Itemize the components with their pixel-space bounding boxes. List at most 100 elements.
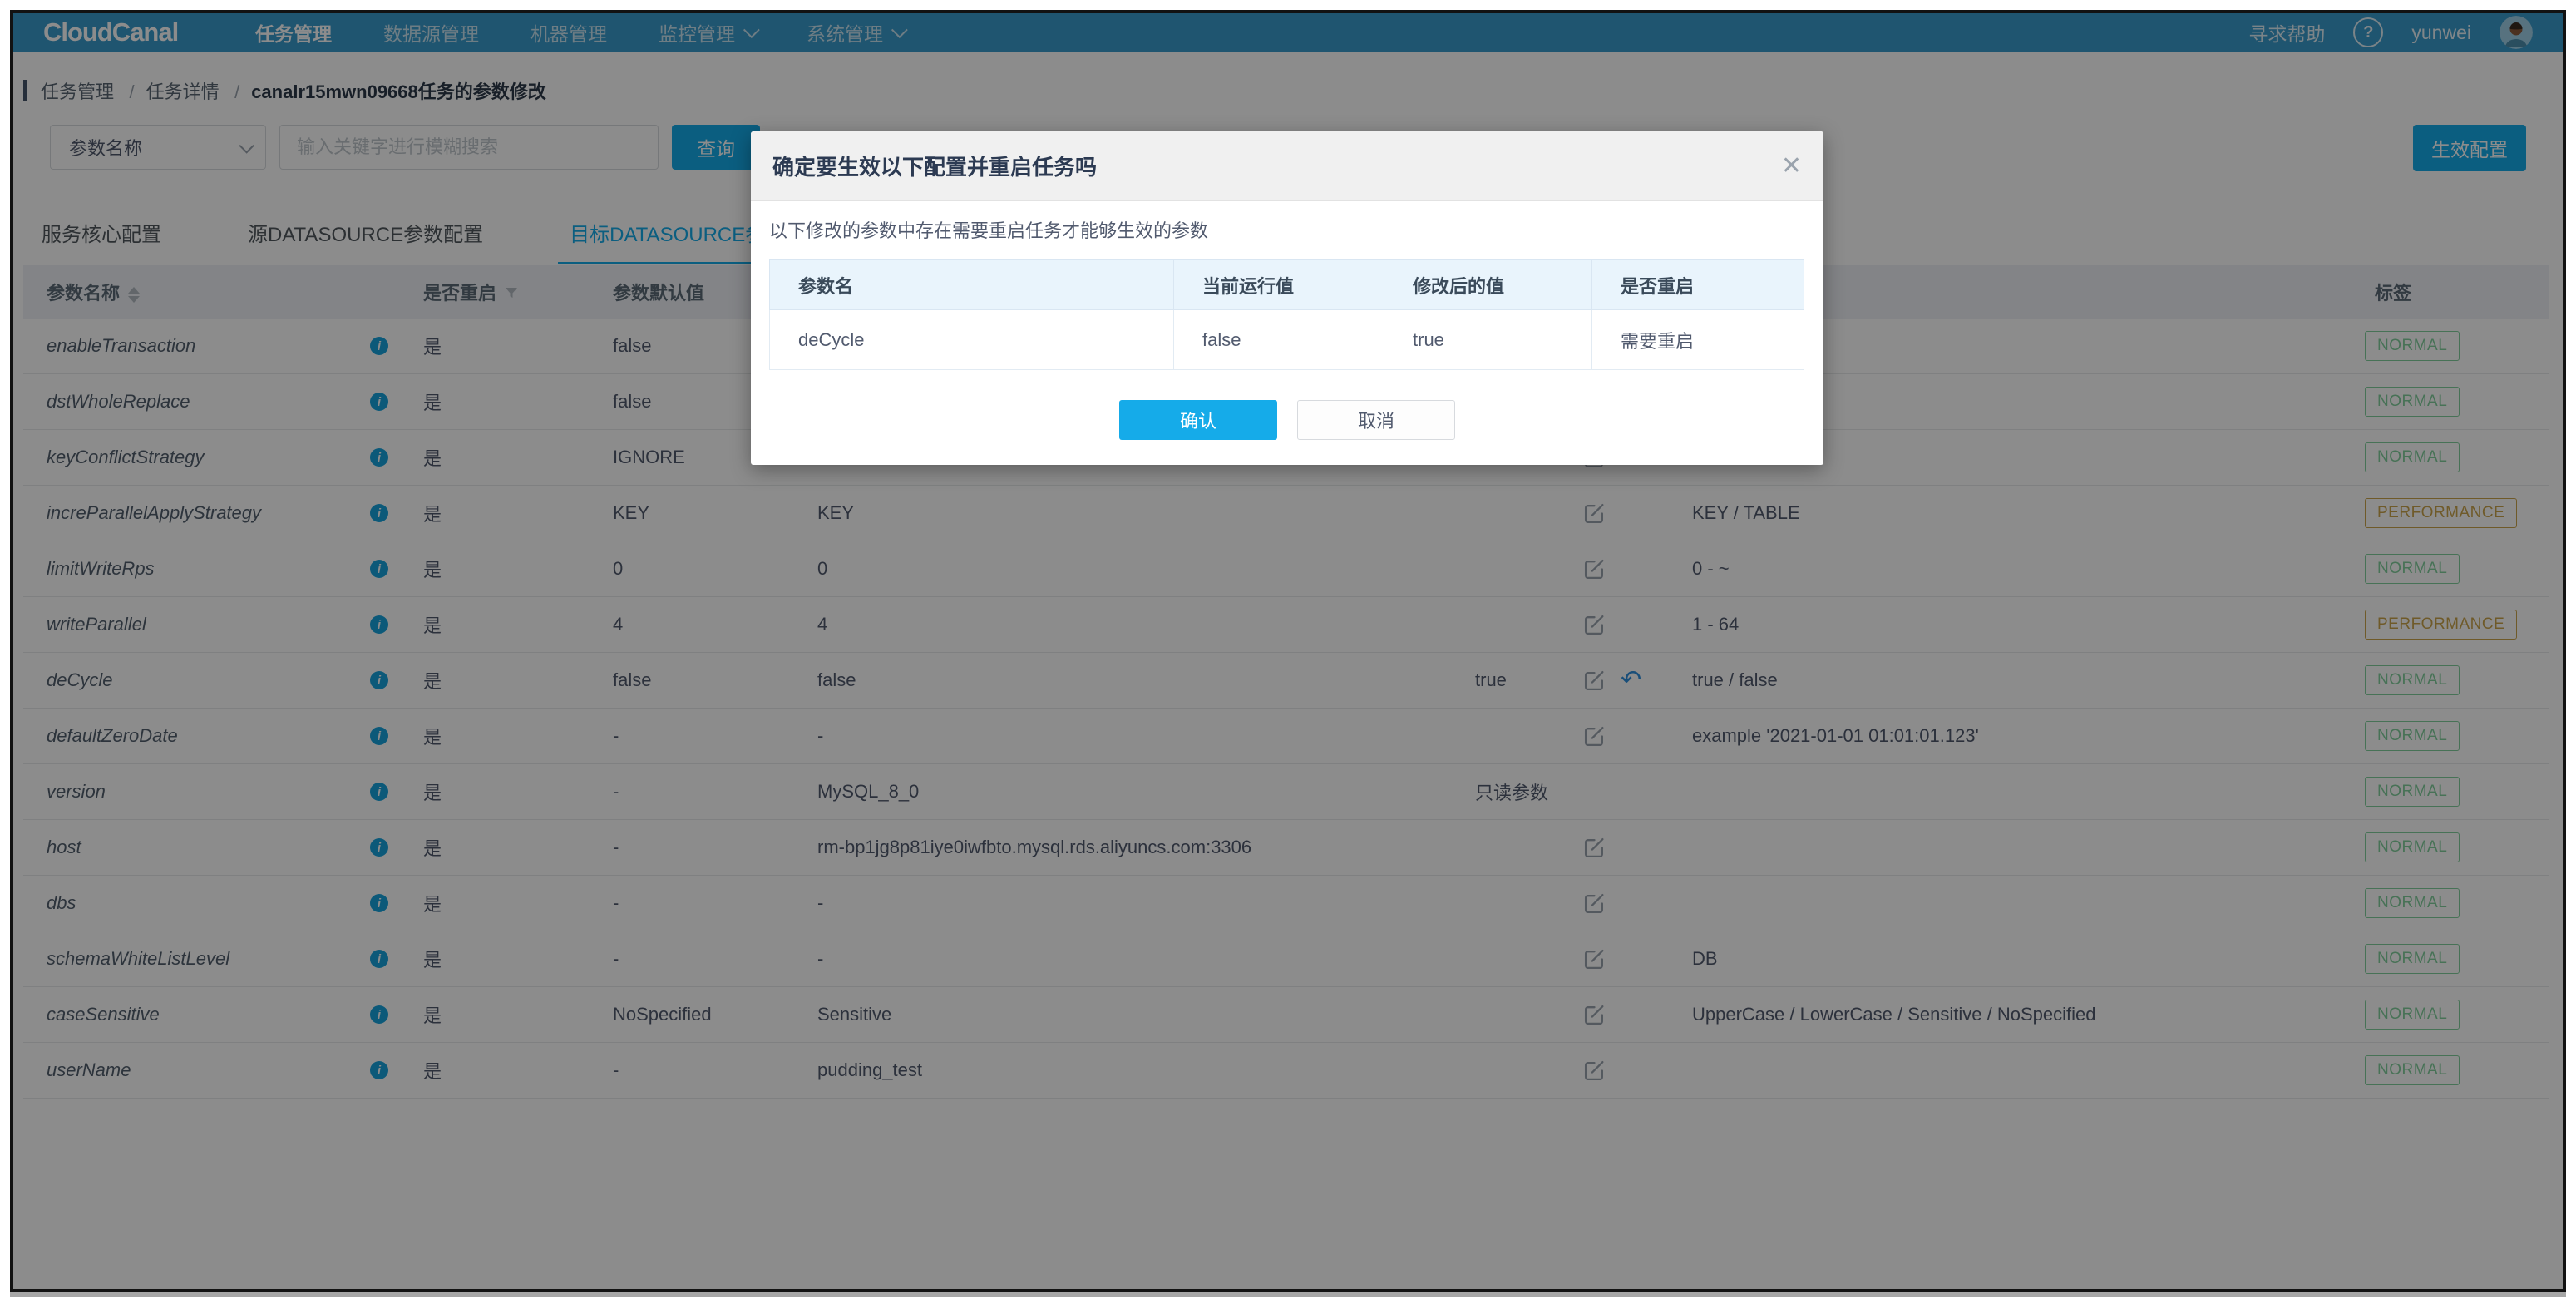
info-icon[interactable]: i (370, 1005, 388, 1024)
query-button[interactable]: 查询 (672, 125, 760, 170)
edit-icon[interactable] (1583, 725, 1606, 748)
parameter-row: version i 是 - MySQL_8_0 只读参数 NORMAL (23, 763, 2549, 820)
cancel-button[interactable]: 取消 (1297, 400, 1455, 440)
parameter-row: writeParallel i 是 4 4 1 - 64 PERFORMANCE (23, 596, 2549, 653)
param-value-range (1667, 1042, 2351, 1099)
edit-icon[interactable] (1583, 614, 1606, 636)
nav-menu: 任务管理 数据源管理 机器管理 监控管理 (255, 18, 2248, 47)
parameter-row: increParallelApplyStrategy i 是 KEY KEY KE… (23, 485, 2549, 541)
breadcrumb-items: 任务管理 任务详情 canalr15mwn09668任务的参数修改 (41, 77, 546, 104)
header-param-name[interactable]: 参数名称 (23, 265, 400, 319)
param-value-range: UpperCase / LowerCase / Sensitive / NoSp… (1667, 986, 2351, 1043)
param-default: - (590, 708, 794, 764)
confirm-button[interactable]: 确认 (1119, 400, 1277, 440)
param-value-range: true / false (1667, 652, 2351, 709)
nav-menu-item[interactable]: 数据源管理 (383, 18, 479, 47)
info-icon[interactable]: i (370, 448, 388, 467)
param-current: false (794, 652, 1450, 709)
param-value-range: DB (1667, 931, 2351, 987)
edit-icon[interactable] (1583, 1004, 1606, 1026)
tag-badge: NORMAL (2365, 721, 2460, 751)
breadcrumb: 任务管理 任务详情 canalr15mwn09668任务的参数修改 (23, 77, 2563, 105)
sort-icon[interactable] (128, 286, 141, 303)
info-icon[interactable]: i (370, 950, 388, 968)
edit-icon[interactable] (1583, 948, 1606, 971)
username-label[interactable]: yunwei (2411, 21, 2471, 43)
search-input[interactable] (279, 125, 659, 170)
nav-menu-item-label: 机器管理 (530, 23, 607, 45)
info-icon[interactable]: i (370, 615, 388, 634)
parameter-row: caseSensitive i 是 NoSpecified Sensitive U… (23, 986, 2549, 1043)
edit-icon[interactable] (1583, 669, 1606, 692)
param-value-range (1667, 819, 2351, 876)
breadcrumb-item[interactable]: 任务管理 (41, 82, 115, 102)
nav-menu-item[interactable]: 监控管理 (659, 18, 760, 47)
edit-icon[interactable] (1583, 502, 1606, 525)
parameter-row: schemaWhiteListLevel i 是 - - DB NORMAL (23, 931, 2549, 987)
param-default: NoSpecified (590, 986, 794, 1043)
info-icon[interactable]: i (370, 838, 388, 857)
edit-icon[interactable] (1583, 837, 1606, 859)
edit-icon[interactable] (1583, 892, 1606, 915)
field-select[interactable]: 参数名称 (50, 125, 266, 170)
info-icon[interactable]: i (370, 337, 388, 355)
info-icon[interactable]: i (370, 504, 388, 522)
tag-badge: NORMAL (2365, 554, 2460, 584)
filter-funnel-icon[interactable] (505, 283, 518, 304)
breadcrumb-item[interactable]: 任务详情 (117, 82, 219, 102)
param-default: - (590, 819, 794, 876)
edit-icon[interactable] (1583, 1060, 1606, 1082)
param-value-range (1667, 875, 2351, 931)
param-current: 4 (794, 596, 1450, 653)
parameter-row: host i 是 - rm-bp1jg8p81iye0iwfbto.mysql.r… (23, 819, 2549, 876)
info-icon[interactable]: i (370, 894, 388, 912)
nav-menu-item[interactable]: 任务管理 (255, 18, 332, 47)
header-tag: 标签 (2351, 265, 2549, 319)
breadcrumb-accent-bar (23, 80, 27, 101)
param-restart: 是 (400, 819, 590, 876)
param-default: 0 (590, 541, 794, 597)
tag-badge: NORMAL (2365, 832, 2460, 862)
param-restart: 是 (400, 708, 590, 764)
tag-badge: NORMAL (2365, 944, 2460, 974)
nav-menu-item[interactable]: 系统管理 (807, 18, 908, 47)
param-value-range: example '2021-01-01 01:01:01.123' (1667, 708, 2351, 764)
param-current: KEY (794, 485, 1450, 541)
parameter-row: deCycle i 是 false false true ↶ true / fal… (23, 652, 2549, 709)
param-name: limitWriteRps (47, 558, 155, 579)
modal-body: 以下修改的参数中存在需要重启任务才能够生效的参数 参数名 当前运行值 修改后的值 是否… (751, 201, 1823, 465)
seek-help-link[interactable]: 寻求帮助 (2248, 23, 2326, 45)
close-icon[interactable]: ✕ (1780, 151, 1802, 180)
info-icon[interactable]: i (370, 783, 388, 801)
header-restart[interactable]: 是否重启 (400, 265, 590, 319)
param-restart: 是 (400, 763, 590, 820)
param-current: Sensitive (794, 986, 1450, 1043)
config-tab[interactable]: 源DATASOURCE参数配置 (236, 218, 495, 264)
app-root: CloudCanal 任务管理 数据源管理 机器管理 (13, 13, 2563, 1289)
info-icon[interactable]: i (370, 727, 388, 745)
tag-badge: NORMAL (2365, 1000, 2460, 1030)
confirm-restart-modal: 确定要生效以下配置并重启任务吗 ✕ 以下修改的参数中存在需要重启任务才能够生效的… (751, 131, 1823, 465)
parameter-row: dbs i 是 - - NORMAL (23, 875, 2549, 931)
param-value-range: 0 - ~ (1667, 541, 2351, 597)
help-question-icon[interactable]: ? (2353, 17, 2384, 47)
param-restart: 是 (400, 485, 590, 541)
top-navbar: CloudCanal 任务管理 数据源管理 机器管理 (13, 13, 2563, 52)
nav-menu-item[interactable]: 机器管理 (530, 18, 607, 47)
info-icon[interactable]: i (370, 560, 388, 578)
param-default: - (590, 1042, 794, 1099)
param-restart: 是 (400, 596, 590, 653)
config-tab-label: 服务核心配置 (42, 224, 161, 246)
avatar[interactable] (2500, 16, 2533, 49)
info-icon[interactable]: i (370, 1061, 388, 1079)
info-icon[interactable]: i (370, 393, 388, 411)
config-tab-label: 源DATASOURCE参数配置 (248, 224, 484, 246)
apply-config-button[interactable]: 生效配置 (2413, 125, 2526, 171)
breadcrumb-item[interactable]: canalr15mwn09668任务的参数修改 (223, 82, 546, 102)
nav-menu-item-label: 数据源管理 (383, 23, 479, 45)
edit-icon[interactable] (1583, 558, 1606, 580)
config-tab[interactable]: 服务核心配置 (30, 218, 173, 264)
nav-menu-item-label: 监控管理 (659, 23, 735, 45)
info-icon[interactable]: i (370, 671, 388, 689)
modal-param-name: deCycle (769, 309, 1174, 370)
